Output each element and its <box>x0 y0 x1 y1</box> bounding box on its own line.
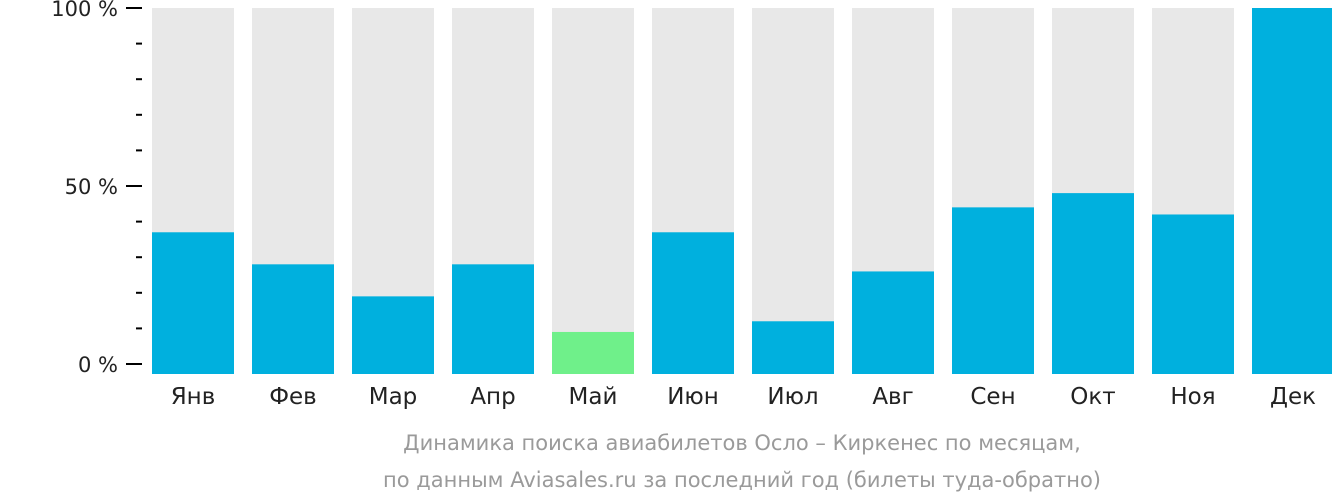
bar <box>1052 193 1134 374</box>
bar <box>952 207 1034 374</box>
bar <box>1252 8 1332 374</box>
bar <box>252 264 334 374</box>
bar <box>852 271 934 374</box>
bar <box>752 321 834 374</box>
y-tick-label: 0 % <box>78 353 118 377</box>
bar <box>1152 214 1234 374</box>
bar-background <box>552 8 634 374</box>
bar <box>452 264 534 374</box>
x-tick-label: Авг <box>872 384 913 410</box>
bars <box>152 8 1332 374</box>
bar <box>552 331 634 374</box>
x-tick-label: Сен <box>970 384 1015 410</box>
x-tick-label: Фев <box>269 384 317 410</box>
x-axis-labels: Янв Фев Мар Апр Май Июн Июл Авг Сен Окт Ноя Дек <box>171 384 1316 410</box>
y-axis: 0 % 50 % 100 % <box>51 0 142 377</box>
chart-caption-line-1: Динамика поиска авиабилетов Осло – Кирке… <box>403 431 1081 455</box>
bar <box>352 296 434 374</box>
x-tick-label: Апр <box>470 384 515 410</box>
x-tick-label: Июл <box>767 384 818 410</box>
bar <box>652 232 734 374</box>
x-tick-label: Мар <box>369 384 418 410</box>
y-tick-label: 50 % <box>65 175 118 199</box>
bar <box>152 232 234 374</box>
x-tick-label: Окт <box>1070 384 1115 410</box>
x-tick-label: Дек <box>1270 384 1316 410</box>
y-tick-label: 100 % <box>51 0 118 21</box>
x-tick-label: Янв <box>171 384 216 410</box>
x-tick-label: Ноя <box>1170 384 1215 410</box>
chart-caption-line-2: по данным Aviasales.ru за последний год … <box>383 468 1101 492</box>
x-tick-label: Май <box>569 384 618 410</box>
bar-background <box>752 8 834 374</box>
x-tick-label: Июн <box>667 384 719 410</box>
